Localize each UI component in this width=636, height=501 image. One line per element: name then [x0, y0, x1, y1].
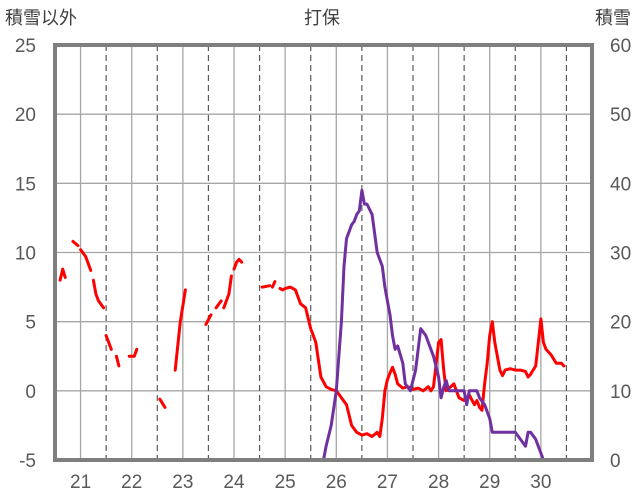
series-line-temperature — [91, 278, 106, 310]
series-line-temperature — [114, 354, 121, 368]
left-y-tick-label: 0 — [25, 382, 36, 403]
series-line-temperature — [260, 284, 272, 289]
left-y-tick-label: 20 — [15, 105, 36, 126]
x-tick-label: 28 — [428, 472, 449, 493]
series-line-temperature — [173, 288, 187, 372]
x-tick-label: 24 — [223, 472, 245, 493]
right-y-tick-label: 20 — [610, 313, 631, 334]
series-line-temperature — [232, 257, 244, 271]
left-y-tick-label: 15 — [15, 174, 36, 195]
series-line-temperature — [222, 274, 233, 310]
series-line-snow-depth — [293, 188, 566, 462]
right-axis-label: 積雪 — [595, 8, 631, 29]
right-y-tick-label: 0 — [610, 451, 621, 472]
x-tick-label: 22 — [121, 472, 142, 493]
x-tick-label: 25 — [275, 472, 296, 493]
series-line-temperature — [270, 280, 277, 289]
series-line-temperature — [79, 248, 93, 272]
series-line-temperature — [278, 285, 566, 438]
chart-title: 打保 — [304, 8, 340, 29]
series-line-temperature — [71, 239, 80, 248]
x-tick-label: 30 — [530, 472, 551, 493]
series-line-temperature — [58, 267, 67, 282]
plot-area-frame — [53, 43, 594, 462]
left-axis-label: 積雪以外 — [5, 8, 77, 29]
right-y-tick-label: 60 — [610, 36, 631, 57]
series-line-temperature — [127, 347, 139, 358]
x-tick-label: 23 — [172, 472, 193, 493]
series-line-temperature — [158, 397, 167, 409]
x-tick-label: 29 — [479, 472, 500, 493]
grid-lines — [55, 45, 592, 460]
right-y-tick-label: 10 — [610, 382, 631, 403]
series-line-temperature — [204, 313, 213, 326]
left-y-tick-label: 25 — [15, 36, 36, 57]
series-line-temperature — [104, 334, 113, 351]
x-tick-label: 26 — [326, 472, 347, 493]
x-tick-label: 27 — [377, 472, 398, 493]
right-y-tick-label: 40 — [610, 174, 631, 195]
left-y-tick-label: -5 — [19, 451, 36, 472]
series-line-temperature — [214, 299, 223, 310]
left-y-tick-label: 5 — [25, 313, 36, 334]
right-y-tick-label: 50 — [610, 105, 631, 126]
right-y-tick-label: 30 — [610, 244, 631, 265]
x-tick-label: 21 — [70, 472, 91, 493]
left-y-tick-label: 10 — [15, 244, 36, 265]
